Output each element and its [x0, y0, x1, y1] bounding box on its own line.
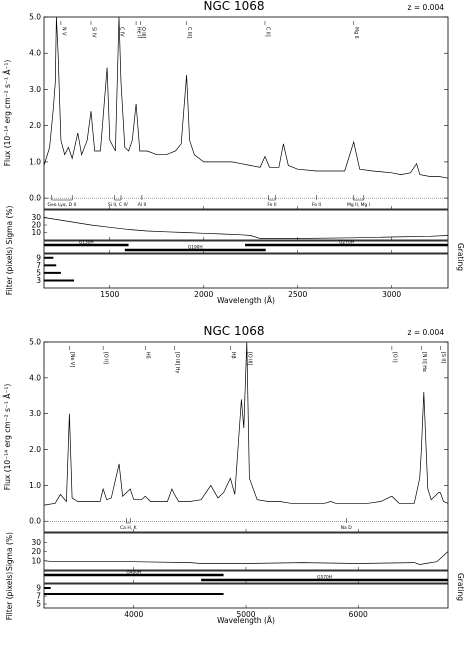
- filter-y-tick-label: 7: [36, 261, 41, 270]
- sigma-y-axis-label: Sigma (%): [5, 532, 14, 571]
- flux-y-tick-label: 5.0: [29, 338, 41, 347]
- x-tick-label: 3000: [382, 290, 401, 299]
- line-id-label: [S II]: [440, 352, 446, 363]
- x-tick-label: 6000: [349, 610, 368, 619]
- grating-name: G130H: [79, 240, 94, 246]
- grating-name: G400H: [126, 570, 141, 576]
- x-tick-label: 2500: [288, 290, 307, 299]
- flux-y-tick-label: 4.0: [29, 373, 41, 382]
- flux-spectrum-line: [43, 16, 449, 179]
- filter-y-tick-label: 7: [36, 592, 41, 601]
- line-id-label: [Ne V]: [69, 352, 75, 367]
- redshift-label: z = 0.004: [408, 3, 445, 12]
- x-tick-label: 4000: [124, 610, 143, 619]
- spectrum-chart-1: NGC 1068 z = 0.004 0.0 1.0 2.0 3.0 4.0 5.0 Flux …: [3, 0, 465, 305]
- abs-id-label: Al II: [138, 202, 146, 208]
- flux-y-tick-label: 2.0: [29, 121, 41, 130]
- line-id-label: Mg II: [353, 27, 359, 39]
- sigma-y-axis-label: Sigma (%): [5, 205, 14, 244]
- abs-id-label: Fe II: [267, 202, 276, 208]
- sigma-y-tick-label: 30: [31, 213, 41, 222]
- x-tick-label: 5000: [236, 610, 255, 619]
- abs-id-label: Fe II: [312, 202, 321, 208]
- filter-y-tick-label: 5: [36, 268, 41, 277]
- line-id-label: He II: [136, 27, 142, 38]
- filter-y-tick-label: 9: [36, 584, 41, 593]
- flux-y-tick-label: 3.0: [29, 409, 41, 418]
- sigma-panel-frame: [43, 532, 449, 571]
- abs-id-label: Mg II, Mg I: [347, 202, 370, 208]
- sigma-y-tick-label: 10: [31, 556, 41, 565]
- grating-axis-label: Grating: [456, 243, 465, 271]
- chart-title: NGC 1068: [203, 324, 264, 338]
- flux-y-axis-label: Flux (10⁻¹⁴ erg cm⁻² s⁻¹ Å⁻¹): [3, 384, 12, 491]
- flux-y-tick-label: 0.0: [29, 517, 41, 526]
- line-id-label: Hβ: [230, 352, 236, 359]
- sigma-y-tick-label: 10: [31, 228, 41, 237]
- line-id-label: Hδ: [145, 352, 151, 359]
- grating-name: G190H: [188, 245, 203, 251]
- flux-y-axis-label: Flux (10⁻¹⁴ erg cm⁻² s⁻¹ Å⁻¹): [3, 60, 12, 167]
- chart-title: NGC 1068: [203, 0, 264, 13]
- sigma-line: [43, 551, 449, 565]
- flux-panel-frame: [43, 16, 449, 210]
- filter-y-axis-label: Filter (pixels): [5, 247, 14, 296]
- abs-id-label: Ca H, K: [120, 525, 138, 531]
- x-axis-label: Wavelength (Å): [217, 296, 275, 305]
- flux-y-tick-label: 4.0: [29, 49, 41, 58]
- flux-y-tick-label: 3.0: [29, 85, 41, 94]
- filter-panel-frame: [43, 583, 449, 609]
- grating-name: G570H: [317, 575, 332, 581]
- flux-y-tick-label: 1.0: [29, 157, 41, 166]
- x-tick-label: 1500: [100, 290, 119, 299]
- flux-spectrum-line: [43, 341, 449, 506]
- flux-y-tick-label: 1.0: [29, 481, 41, 490]
- x-axis-label: Wavelength (Å): [217, 616, 275, 625]
- grating-name: G270H: [339, 240, 354, 246]
- spectrum-chart-2: NGC 1068 z = 0.004 0.0 1.0 2.0 3.0 4.0 5.0 Flux …: [3, 324, 465, 625]
- sigma-line: [43, 217, 449, 239]
- abs-id-label: Geo Lyα, D II: [48, 202, 77, 208]
- abs-id-label: Na D: [341, 525, 353, 531]
- sigma-y-tick-label: 30: [31, 538, 41, 547]
- line-id-label: [O III] Hγ: [174, 352, 180, 373]
- filter-y-tick-label: 9: [36, 253, 41, 262]
- line-id-label: [N II] Hα: [421, 352, 427, 372]
- line-id-label: [O I]: [391, 352, 397, 363]
- line-id-label: [O II]: [103, 352, 109, 364]
- line-id-label: C III]: [186, 27, 192, 38]
- sigma-y-tick-label: 20: [31, 547, 41, 556]
- redshift-label: z = 0.004: [408, 328, 445, 337]
- sigma-y-tick-label: 20: [31, 221, 41, 230]
- filter-y-axis-label: Filter (pixels): [5, 572, 14, 621]
- line-id-label: C IV: [118, 27, 124, 37]
- line-id-label: C II]: [264, 27, 270, 37]
- flux-y-tick-label: 5.0: [29, 13, 41, 22]
- filter-panel-frame: [43, 253, 449, 289]
- line-id-label: [O III]: [246, 352, 252, 365]
- filter-y-tick-label: 3: [36, 276, 41, 285]
- grating-panel-frame: [43, 240, 449, 254]
- x-tick-label: 2000: [194, 290, 213, 299]
- grating-axis-label: Grating: [456, 573, 465, 601]
- line-id-label: Si IV: [90, 27, 96, 38]
- flux-y-tick-label: 2.0: [29, 445, 41, 454]
- flux-y-tick-label: 0.0: [29, 194, 41, 203]
- line-id-label: N V: [60, 27, 66, 36]
- abs-id-label: Si II, C IV: [108, 202, 129, 208]
- filter-y-tick-label: 5: [36, 600, 41, 609]
- line-id-label: O III]: [140, 27, 146, 39]
